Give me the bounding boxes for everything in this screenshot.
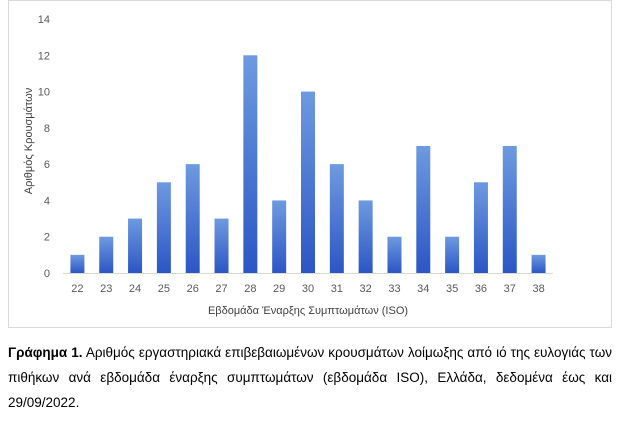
bar: [531, 254, 546, 273]
x-tick-label: 38: [532, 283, 544, 295]
bars: [70, 55, 546, 274]
y-axis-ticks: 0 2 4 6 8 10 12 14: [38, 14, 50, 280]
x-tick-label: 26: [187, 283, 199, 295]
x-tick-label: 33: [388, 283, 400, 295]
bar: [99, 236, 114, 273]
caption-text: Αριθμός εργαστηριακά επιβεβαιωμένων κρου…: [8, 345, 612, 410]
bar: [416, 146, 431, 273]
y-tick-label: 10: [38, 87, 50, 99]
bar: [329, 164, 344, 273]
x-axis-title: Εβδομάδα Έναρξης Συμπτωμάτων (ISO): [208, 305, 408, 317]
bar: [445, 236, 460, 273]
x-axis-ticks: 22 23 24 25 26 27 28 29 30 31 32 33 34 35 36 37 38: [71, 283, 544, 295]
x-tick-label: 34: [417, 283, 429, 295]
x-tick-label: 22: [71, 283, 83, 295]
y-tick-label: 14: [38, 14, 50, 26]
bar: [128, 218, 143, 273]
x-tick-label: 35: [446, 283, 458, 295]
x-tick-label: 37: [504, 283, 516, 295]
x-tick-label: 28: [244, 283, 256, 295]
x-tick-label: 30: [302, 283, 314, 295]
bar: [214, 218, 229, 273]
y-tick-label: 2: [44, 232, 50, 244]
bar: [358, 200, 373, 273]
x-tick-label: 32: [360, 283, 372, 295]
figure-caption: Γράφημα 1. Αριθμός εργαστηριακά επιβεβαι…: [8, 340, 612, 415]
x-tick-label: 25: [158, 283, 170, 295]
bar: [272, 200, 287, 273]
x-tick-label: 27: [215, 283, 227, 295]
bar: [301, 91, 315, 273]
y-tick-label: 4: [44, 195, 50, 207]
caption-label: Γράφημα 1.: [8, 345, 83, 360]
bar: [156, 182, 171, 273]
bar: [243, 55, 258, 274]
bar: [70, 254, 85, 273]
x-tick-label: 24: [129, 283, 141, 295]
bar: [387, 236, 402, 273]
x-tick-label: 29: [273, 283, 285, 295]
y-tick-label: 6: [44, 159, 50, 171]
y-axis-title: Αριθμός Κρουσμάτων: [23, 87, 35, 194]
bar: [473, 182, 488, 273]
y-tick-label: 12: [38, 50, 50, 62]
bar: [185, 164, 200, 273]
x-tick-label: 31: [331, 283, 343, 295]
y-tick-label: 8: [44, 123, 50, 135]
x-tick-label: 36: [475, 283, 487, 295]
y-tick-label: 0: [44, 268, 50, 280]
bar: [502, 146, 517, 273]
x-tick-label: 23: [100, 283, 112, 295]
